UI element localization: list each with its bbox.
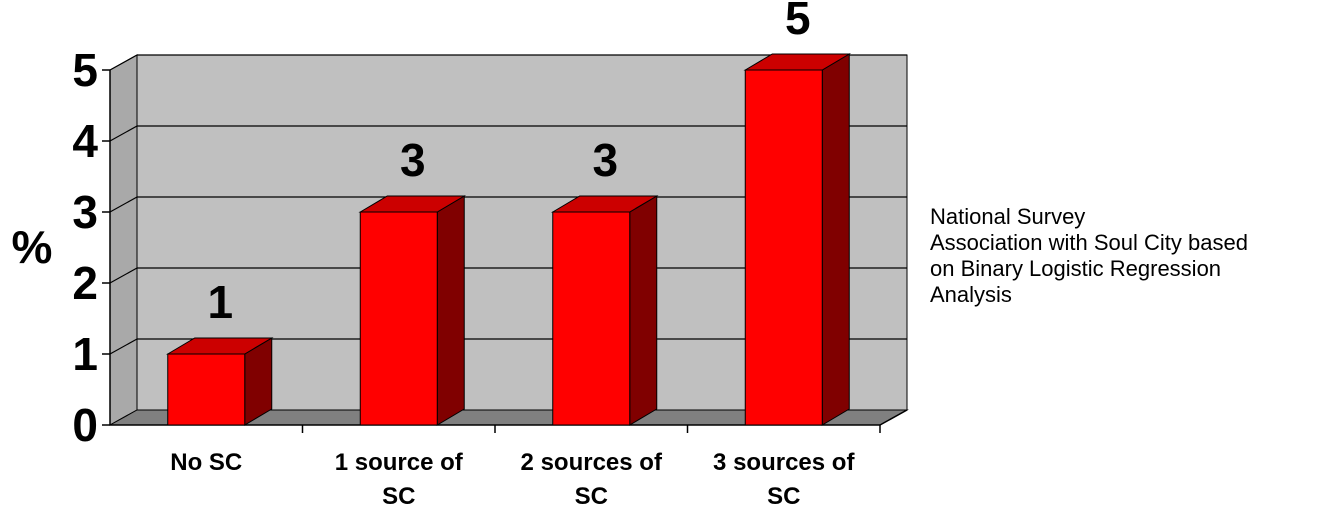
chart-text: 0 1 2 3 4 5% 1 No SC 3 1 source of SC 3 2 sources of… bbox=[12, 0, 856, 508]
data-label: 1 bbox=[207, 276, 233, 328]
bar-side bbox=[821, 53, 850, 426]
note-line-4: Analysis bbox=[930, 282, 1012, 307]
bar bbox=[358, 195, 467, 426]
y-axis-label: % bbox=[12, 221, 53, 273]
data-label: 5 bbox=[785, 0, 811, 44]
bar-front bbox=[744, 69, 823, 426]
y-tick-label: 5 bbox=[72, 44, 98, 96]
bars bbox=[165, 53, 852, 426]
y-tick-label: 0 bbox=[72, 399, 98, 451]
gridline-side bbox=[109, 54, 138, 71]
note-line-3: on Binary Logistic Regression bbox=[930, 256, 1222, 281]
data-label: 3 bbox=[400, 134, 426, 186]
x-tick-label: 2 sources of bbox=[521, 449, 663, 476]
bar-front bbox=[359, 211, 438, 426]
x-tick-label: No SC bbox=[170, 449, 242, 476]
y-tick-label: 4 bbox=[72, 115, 98, 167]
side-wall bbox=[109, 54, 138, 426]
bar bbox=[550, 195, 659, 426]
x-tick-label: SC bbox=[575, 483, 608, 508]
bar-front bbox=[167, 353, 246, 426]
gridline-side bbox=[109, 196, 138, 213]
bar-front bbox=[552, 211, 631, 426]
annotation-note: National Survey Association with Soul Ci… bbox=[930, 204, 1320, 308]
gridline-side bbox=[109, 125, 138, 142]
bar bbox=[165, 337, 274, 426]
bar-side bbox=[436, 195, 465, 426]
x-tick-label: SC bbox=[382, 483, 415, 508]
x-tick-label: 3 sources of bbox=[713, 449, 855, 476]
note-line-2: Association with Soul City based bbox=[930, 230, 1248, 255]
bar bbox=[743, 53, 852, 426]
floor-edge bbox=[879, 409, 908, 426]
data-label: 3 bbox=[592, 134, 618, 186]
x-tick-label: 1 source of bbox=[335, 449, 464, 476]
gridline-side bbox=[109, 338, 138, 355]
note-line-1: National Survey bbox=[930, 204, 1086, 229]
y-tick-label: 1 bbox=[72, 328, 98, 380]
gridline-side bbox=[109, 267, 138, 284]
y-tick-label: 2 bbox=[72, 257, 98, 309]
x-tick-label: SC bbox=[767, 483, 800, 508]
bar-side bbox=[629, 195, 658, 426]
y-tick-label: 3 bbox=[72, 186, 98, 238]
